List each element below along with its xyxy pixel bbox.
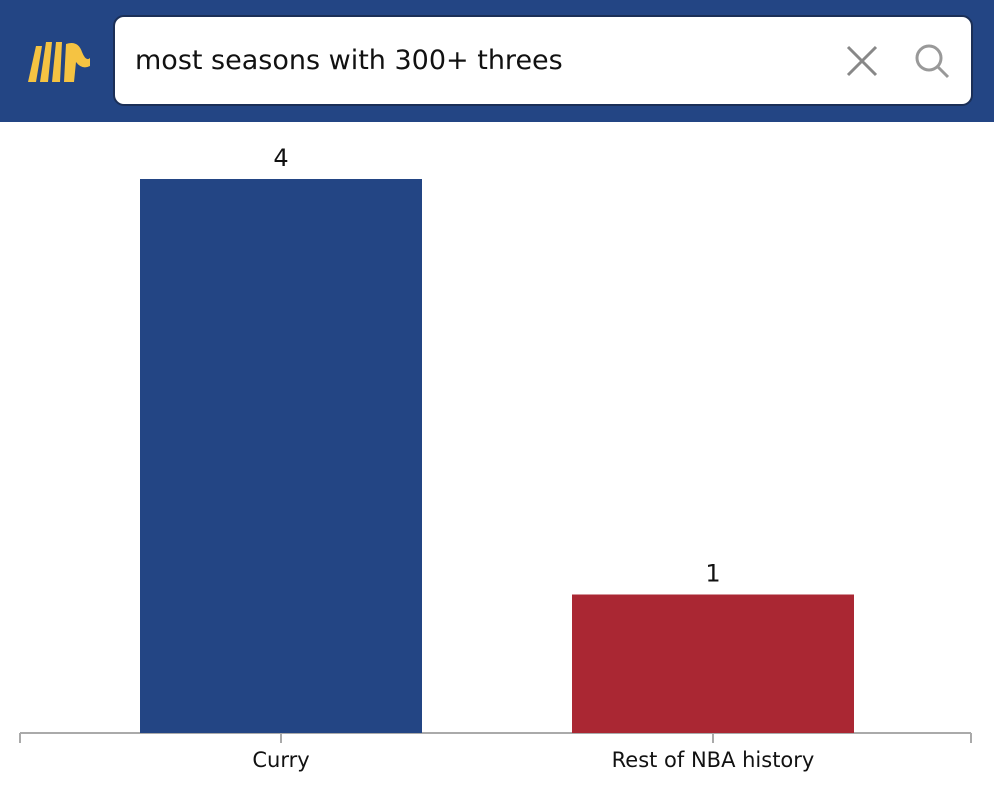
chart: 4 Curry 1 Rest of NBA history — [19, 144, 972, 772]
bar — [140, 179, 422, 733]
data-label: 4 — [273, 144, 288, 172]
header: most seasons with 300+ threes — [0, 0, 994, 122]
bar — [572, 594, 854, 733]
data-label: 1 — [705, 560, 720, 588]
search-box[interactable]: most seasons with 300+ threes — [113, 15, 973, 106]
search-button[interactable] — [912, 41, 952, 81]
search-query[interactable]: most seasons with 300+ threes — [135, 45, 563, 76]
clear-button[interactable] — [842, 41, 882, 81]
logo[interactable] — [24, 32, 94, 92]
x-tick-label: Curry — [252, 748, 309, 772]
x-tick-label: Rest of NBA history — [612, 748, 815, 772]
